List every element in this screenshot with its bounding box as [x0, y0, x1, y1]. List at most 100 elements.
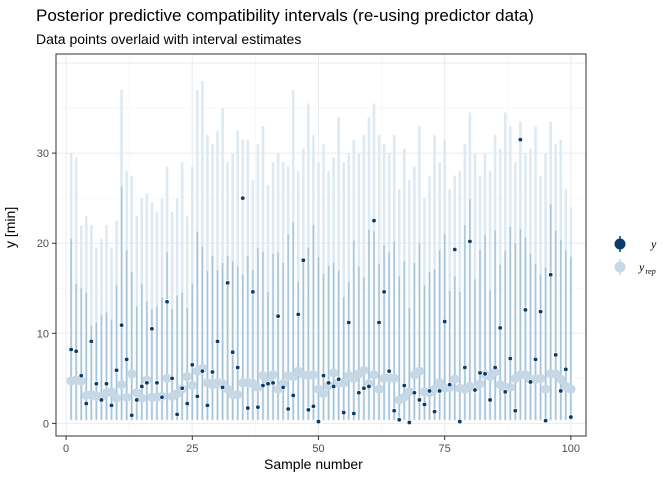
- y-point: [472, 387, 478, 393]
- y-tick-label: 20: [37, 238, 49, 250]
- y-point: [88, 338, 94, 344]
- y-point: [381, 289, 387, 295]
- y-point: [144, 380, 150, 386]
- y-point: [421, 401, 427, 407]
- y-point: [366, 383, 372, 389]
- y-axis-ticks: 0 10 20 30: [37, 148, 56, 430]
- y-point: [416, 397, 422, 403]
- chart-subtitle: Data points overlaid with interval estim…: [36, 31, 302, 47]
- x-tick-label: 100: [562, 443, 580, 455]
- y-point: [179, 385, 185, 391]
- y-point: [492, 365, 498, 371]
- y-point: [164, 299, 170, 305]
- y-point: [482, 371, 488, 377]
- y-point: [98, 397, 104, 403]
- y-point: [109, 402, 115, 408]
- y-point: [78, 373, 84, 379]
- x-axis-label: Sample number: [264, 456, 363, 472]
- y-point: [209, 369, 215, 375]
- yrep-point: [369, 370, 379, 380]
- y-point: [522, 307, 528, 313]
- y-point: [235, 365, 241, 371]
- y-point: [230, 349, 236, 355]
- legend-item-yrep: yrep: [614, 259, 656, 276]
- y-point: [73, 348, 79, 354]
- y-point: [538, 309, 544, 315]
- y-tick-label: 10: [37, 328, 49, 340]
- x-tick-label: 50: [312, 443, 324, 455]
- y-point: [149, 326, 155, 332]
- y-point: [548, 272, 554, 278]
- yrep-point: [429, 384, 440, 394]
- y-point: [336, 376, 342, 382]
- y-point: [487, 397, 493, 403]
- y-point: [154, 380, 160, 386]
- y-point: [275, 313, 281, 319]
- yrep-point: [414, 366, 425, 376]
- y-point: [129, 412, 135, 418]
- y-point: [452, 247, 458, 253]
- y-point: [543, 418, 549, 424]
- y-point: [159, 394, 165, 400]
- y-point: [240, 195, 246, 201]
- yrep-point: [404, 387, 414, 397]
- legend: y yrep: [614, 236, 657, 276]
- y-point: [68, 347, 74, 353]
- y-point: [174, 411, 180, 417]
- y-point: [310, 403, 316, 409]
- y-point: [477, 370, 483, 376]
- y-point: [290, 392, 296, 398]
- y-point: [300, 257, 306, 263]
- legend-label-y: y: [650, 237, 657, 251]
- yrep-point: [122, 392, 132, 402]
- yrep-point: [308, 370, 319, 380]
- y-point: [563, 366, 569, 372]
- y-point: [326, 380, 332, 386]
- y-point: [114, 367, 120, 373]
- inner-intervals: [70, 186, 572, 420]
- y-point: [250, 289, 256, 295]
- y-point: [270, 380, 276, 386]
- yrep-point: [450, 374, 460, 384]
- yrep-point: [253, 382, 263, 392]
- y-point: [341, 410, 347, 416]
- y-point: [321, 373, 327, 379]
- y-point: [220, 384, 226, 390]
- y-point: [285, 406, 291, 412]
- y-tick-label: 0: [43, 418, 49, 430]
- y-point: [215, 338, 221, 344]
- y-point: [376, 319, 382, 325]
- yrep-point: [359, 365, 369, 375]
- yrep-points: [66, 363, 576, 405]
- yrep-point: [389, 373, 399, 383]
- yrep-point: [475, 379, 485, 389]
- y-point: [315, 419, 321, 425]
- y-point: [346, 319, 352, 325]
- y-point: [361, 385, 367, 391]
- x-tick-label: 75: [439, 443, 451, 455]
- yrep-point: [268, 370, 278, 380]
- y-point: [119, 322, 125, 328]
- y-point: [432, 409, 438, 415]
- y-point: [93, 381, 99, 387]
- x-tick-label: 25: [186, 443, 198, 455]
- y-point: [225, 280, 231, 286]
- y-point: [437, 388, 443, 394]
- y-point: [189, 362, 195, 368]
- y-point: [502, 389, 508, 395]
- yrep-point: [76, 376, 86, 386]
- y-point: [255, 404, 261, 410]
- y-point: [351, 410, 357, 416]
- yrep-point: [566, 384, 576, 394]
- y-point: [411, 390, 417, 396]
- y-point: [533, 356, 539, 362]
- yrep-point: [541, 384, 551, 394]
- y-point: [199, 368, 205, 374]
- y-point: [305, 407, 311, 413]
- y-tick-label: 30: [37, 148, 49, 160]
- yrep-point: [106, 387, 117, 397]
- yrep-point: [258, 371, 268, 381]
- y-point: [527, 379, 533, 385]
- y-point: [134, 397, 140, 403]
- y-point: [467, 238, 473, 244]
